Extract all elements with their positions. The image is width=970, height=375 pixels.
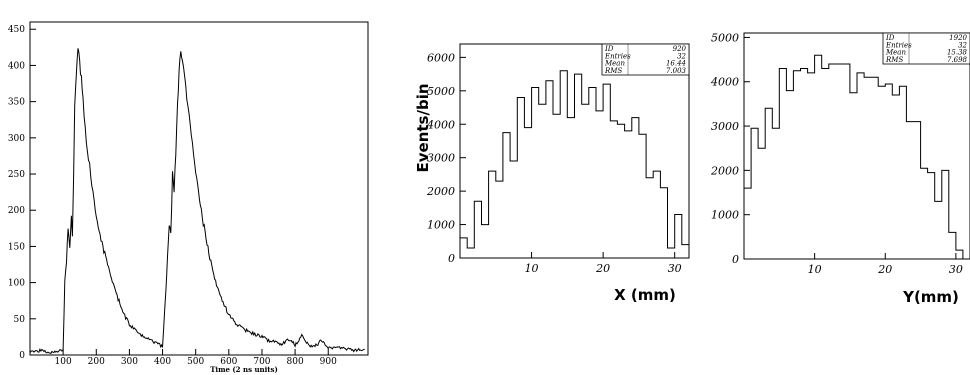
y-histogram-stat-name: Mean: [885, 49, 906, 57]
x-histogram-x-label: X (mm): [614, 286, 676, 304]
y-histogram-y-tick-label: 2000: [710, 164, 739, 177]
y-histogram-steps: [743, 54, 970, 260]
time-trace-y-tick-label: 300: [8, 134, 25, 144]
x-histogram-frame: [459, 43, 690, 259]
time-trace-y-tick-label: 200: [8, 206, 25, 216]
time-trace-y-tick-label: 100: [8, 279, 25, 289]
time-trace-line: [29, 48, 365, 354]
y-histogram-x-label: Y(mm): [902, 288, 959, 306]
time-trace-y-tick-label: 350: [8, 98, 25, 108]
y-histogram-stat-value: 15.38: [947, 49, 968, 57]
time-trace-x-tick-label: 900: [320, 357, 337, 367]
y-histogram-y-tick-label: 4000: [710, 76, 739, 89]
y-histogram-stat-value: 7.698: [947, 56, 968, 64]
time-trace-x-tick-label: 700: [253, 357, 270, 367]
x-histogram-panel: Events/bin 0 1000 2000 3000 4000 5000 6000 10 20…: [414, 43, 690, 304]
time-trace-x-tick-label: 600: [220, 357, 237, 367]
x-histogram-stat-name: ID: [604, 45, 614, 53]
x-histogram-stat-value: 16.44: [666, 60, 686, 68]
x-histogram-x-tick-label: 20: [595, 262, 610, 275]
x-histogram-steps: [459, 70, 690, 258]
y-histogram-y-tick-label: 1000: [711, 209, 739, 222]
time-trace-y-tick-label: 250: [8, 170, 25, 180]
y-histogram-x-tick-label: 10: [808, 263, 822, 276]
time-trace-x-tick-label: 100: [55, 357, 72, 367]
time-trace-x-tick-label: 400: [154, 357, 171, 367]
y-histogram-y-tick-label: 5000: [711, 31, 739, 44]
x-histogram-stat-name: RMS: [604, 67, 622, 75]
x-histogram-y-tick-label: 4000: [426, 118, 455, 131]
time-trace-y-tick-label: 400: [8, 61, 25, 71]
y-histogram-stat-value: 1920: [949, 34, 967, 42]
x-histogram-y-tick-label: 5000: [427, 85, 455, 98]
time-trace-y-tick-label: 150: [8, 242, 25, 252]
y-histogram-y-tick-label: 0: [732, 253, 739, 266]
y-stats-box-frame: [882, 32, 970, 65]
x-histogram-stats-box: ID 920 Entries 32 Mean 16.44 RMS 7.003: [601, 43, 690, 76]
time-trace-panel: Time (2 ns units) 0 50 100 150 200 250 300 350 4…: [8, 21, 369, 374]
y-histogram-x-tick-label: 20: [877, 263, 892, 276]
x-histogram-y-tick-label: 6000: [427, 51, 455, 64]
y-histogram-panel: 0 1000 2000 3000 4000 5000 10 20 30 ID 1920 Entrie…: [710, 31, 970, 306]
y-histogram-x-tick-label: 30: [949, 263, 963, 276]
x-histogram-stat-value: 920: [673, 45, 687, 53]
time-trace-x-tick-label: 800: [287, 357, 304, 367]
y-histogram-stats-box: ID 1920 Entries 32 Mean 15.38 RMS 7.698: [882, 32, 970, 65]
y-histogram-stat-value: 32: [958, 41, 967, 49]
time-trace-x-tick-label: 500: [187, 357, 204, 367]
time-trace-frame: [29, 21, 369, 356]
time-trace-x-tick-label: 300: [121, 357, 138, 367]
y-histogram-stat-name: ID: [885, 34, 895, 42]
y-histogram-frame: [743, 32, 970, 260]
x-histogram-y-tick-label: 1000: [427, 219, 455, 232]
time-trace-x-tick-label: 200: [88, 357, 105, 367]
x-histogram-stat-value: 7.003: [666, 67, 687, 75]
time-trace-y-tick-label: 450: [8, 25, 25, 35]
x-stats-box-frame: [601, 43, 690, 76]
x-histogram-stat-name: Entries: [604, 52, 631, 60]
x-histogram-y-tick-label: 2000: [426, 185, 455, 198]
time-trace-y-tick-label: 50: [14, 315, 26, 325]
y-histogram-y-tick-label: 3000: [711, 120, 739, 133]
x-histogram-stat-value: 32: [677, 52, 686, 60]
y-histogram-stat-name: RMS: [885, 56, 903, 64]
y-histogram-stat-name: Entries: [885, 41, 912, 49]
x-histogram-x-tick-label: 10: [525, 262, 539, 275]
x-histogram-x-tick-label: 30: [668, 262, 682, 275]
x-histogram-y-tick-label: 0: [448, 252, 455, 265]
x-histogram-stat-name: Mean: [604, 60, 625, 68]
x-histogram-y-tick-label: 3000: [427, 152, 455, 165]
time-trace-y-tick-label: 0: [19, 351, 25, 361]
time-trace-x-label: Time (2 ns units): [210, 365, 278, 374]
events-per-bin-label: Events/bin: [414, 83, 432, 172]
